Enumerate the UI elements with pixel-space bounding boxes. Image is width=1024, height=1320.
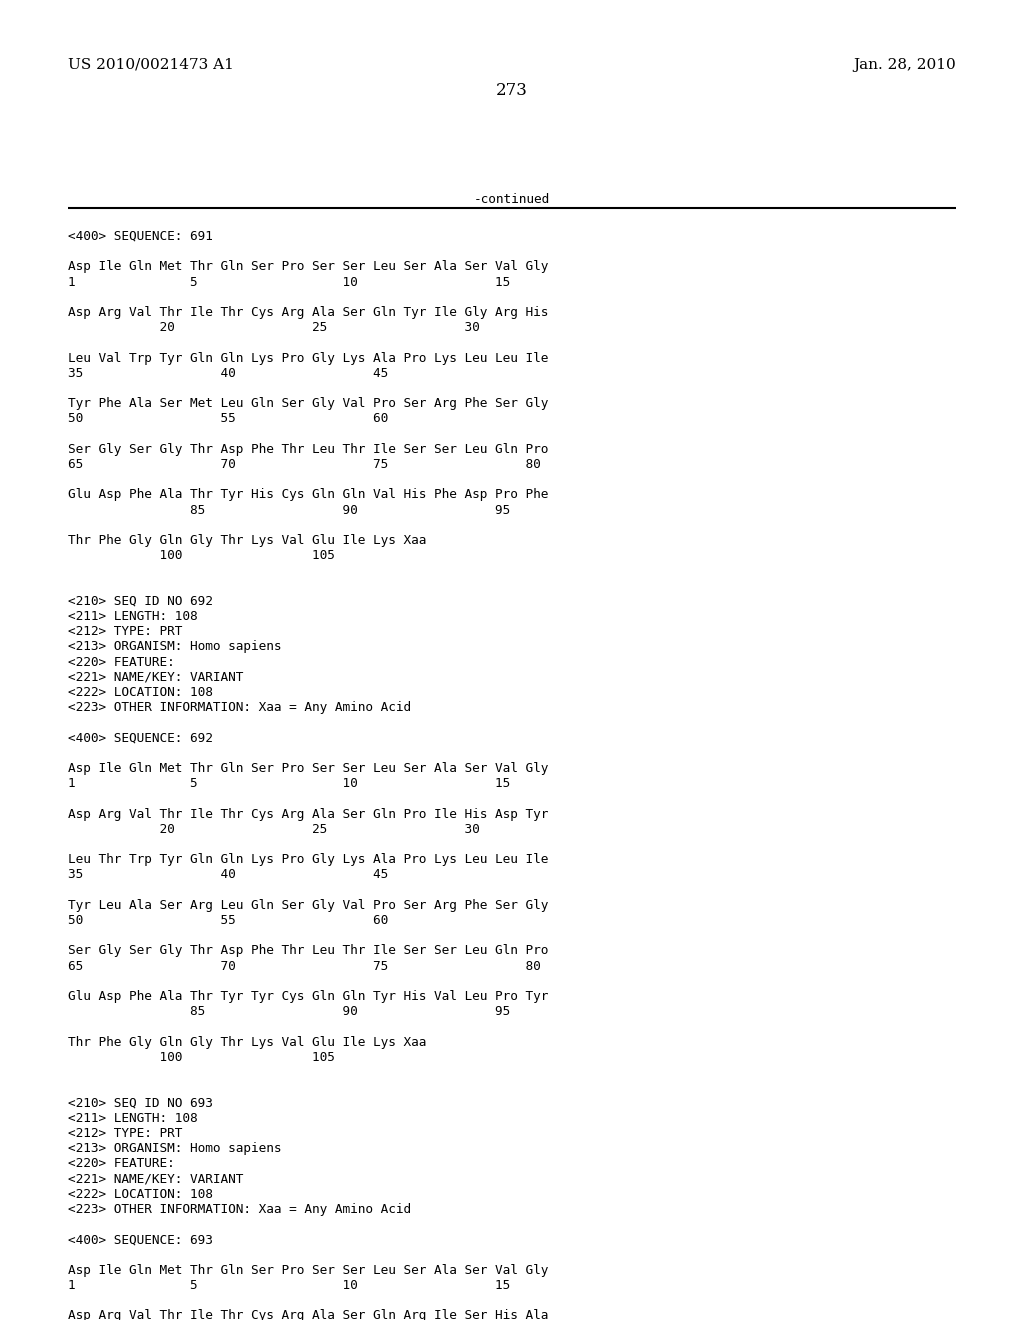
Text: 20                  25                  30: 20 25 30 [68, 822, 480, 836]
Text: Asp Arg Val Thr Ile Thr Cys Arg Ala Ser Gln Tyr Ile Gly Arg His: Asp Arg Val Thr Ile Thr Cys Arg Ala Ser … [68, 306, 549, 319]
Text: <213> ORGANISM: Homo sapiens: <213> ORGANISM: Homo sapiens [68, 640, 282, 653]
Text: 100                 105: 100 105 [68, 1051, 335, 1064]
Text: 65                  70                  75                  80: 65 70 75 80 [68, 458, 541, 471]
Text: Tyr Phe Ala Ser Met Leu Gln Ser Gly Val Pro Ser Arg Phe Ser Gly: Tyr Phe Ala Ser Met Leu Gln Ser Gly Val … [68, 397, 549, 411]
Text: <400> SEQUENCE: 693: <400> SEQUENCE: 693 [68, 1233, 213, 1246]
Text: 35                  40                  45: 35 40 45 [68, 869, 388, 882]
Text: 85                  90                  95: 85 90 95 [68, 1006, 510, 1018]
Text: <210> SEQ ID NO 692: <210> SEQ ID NO 692 [68, 595, 213, 607]
Text: 35                  40                  45: 35 40 45 [68, 367, 388, 380]
Text: 85                  90                  95: 85 90 95 [68, 504, 510, 516]
Text: Tyr Leu Ala Ser Arg Leu Gln Ser Gly Val Pro Ser Arg Phe Ser Gly: Tyr Leu Ala Ser Arg Leu Gln Ser Gly Val … [68, 899, 549, 912]
Text: Ser Gly Ser Gly Thr Asp Phe Thr Leu Thr Ile Ser Ser Leu Gln Pro: Ser Gly Ser Gly Thr Asp Phe Thr Leu Thr … [68, 442, 549, 455]
Text: US 2010/0021473 A1: US 2010/0021473 A1 [68, 58, 233, 73]
Text: <211> LENGTH: 108: <211> LENGTH: 108 [68, 1111, 198, 1125]
Text: Asp Arg Val Thr Ile Thr Cys Arg Ala Ser Gln Pro Ile His Asp Tyr: Asp Arg Val Thr Ile Thr Cys Arg Ala Ser … [68, 808, 549, 821]
Text: <223> OTHER INFORMATION: Xaa = Any Amino Acid: <223> OTHER INFORMATION: Xaa = Any Amino… [68, 1203, 411, 1216]
Text: <220> FEATURE:: <220> FEATURE: [68, 1158, 175, 1171]
Text: Ser Gly Ser Gly Thr Asp Phe Thr Leu Thr Ile Ser Ser Leu Gln Pro: Ser Gly Ser Gly Thr Asp Phe Thr Leu Thr … [68, 944, 549, 957]
Text: 20                  25                  30: 20 25 30 [68, 321, 480, 334]
Text: Thr Phe Gly Gln Gly Thr Lys Val Glu Ile Lys Xaa: Thr Phe Gly Gln Gly Thr Lys Val Glu Ile … [68, 1036, 426, 1048]
Text: 50                  55                  60: 50 55 60 [68, 412, 388, 425]
Text: <400> SEQUENCE: 691: <400> SEQUENCE: 691 [68, 230, 213, 243]
Text: 1               5                   10                  15: 1 5 10 15 [68, 276, 510, 289]
Text: 1               5                   10                  15: 1 5 10 15 [68, 777, 510, 791]
Text: <221> NAME/KEY: VARIANT: <221> NAME/KEY: VARIANT [68, 671, 244, 684]
Text: <211> LENGTH: 108: <211> LENGTH: 108 [68, 610, 198, 623]
Text: 100                 105: 100 105 [68, 549, 335, 562]
Text: <220> FEATURE:: <220> FEATURE: [68, 656, 175, 669]
Text: Leu Thr Trp Tyr Gln Gln Lys Pro Gly Lys Ala Pro Lys Leu Leu Ile: Leu Thr Trp Tyr Gln Gln Lys Pro Gly Lys … [68, 853, 549, 866]
Text: Jan. 28, 2010: Jan. 28, 2010 [853, 58, 956, 73]
Text: 65                  70                  75                  80: 65 70 75 80 [68, 960, 541, 973]
Text: Asp Ile Gln Met Thr Gln Ser Pro Ser Ser Leu Ser Ala Ser Val Gly: Asp Ile Gln Met Thr Gln Ser Pro Ser Ser … [68, 762, 549, 775]
Text: Thr Phe Gly Gln Gly Thr Lys Val Glu Ile Lys Xaa: Thr Phe Gly Gln Gly Thr Lys Val Glu Ile … [68, 535, 426, 546]
Text: Glu Asp Phe Ala Thr Tyr His Cys Gln Gln Val His Phe Asp Pro Phe: Glu Asp Phe Ala Thr Tyr His Cys Gln Gln … [68, 488, 549, 502]
Text: Glu Asp Phe Ala Thr Tyr Tyr Cys Gln Gln Tyr His Val Leu Pro Tyr: Glu Asp Phe Ala Thr Tyr Tyr Cys Gln Gln … [68, 990, 549, 1003]
Text: Leu Val Trp Tyr Gln Gln Lys Pro Gly Lys Ala Pro Lys Leu Leu Ile: Leu Val Trp Tyr Gln Gln Lys Pro Gly Lys … [68, 351, 549, 364]
Text: Asp Ile Gln Met Thr Gln Ser Pro Ser Ser Leu Ser Ala Ser Val Gly: Asp Ile Gln Met Thr Gln Ser Pro Ser Ser … [68, 260, 549, 273]
Text: <221> NAME/KEY: VARIANT: <221> NAME/KEY: VARIANT [68, 1172, 244, 1185]
Text: -continued: -continued [474, 193, 550, 206]
Text: 273: 273 [496, 82, 528, 99]
Text: <213> ORGANISM: Homo sapiens: <213> ORGANISM: Homo sapiens [68, 1142, 282, 1155]
Text: <212> TYPE: PRT: <212> TYPE: PRT [68, 1127, 182, 1139]
Text: <212> TYPE: PRT: <212> TYPE: PRT [68, 626, 182, 638]
Text: <210> SEQ ID NO 693: <210> SEQ ID NO 693 [68, 1097, 213, 1109]
Text: 50                  55                  60: 50 55 60 [68, 913, 388, 927]
Text: 1               5                   10                  15: 1 5 10 15 [68, 1279, 510, 1292]
Text: <400> SEQUENCE: 692: <400> SEQUENCE: 692 [68, 731, 213, 744]
Text: <223> OTHER INFORMATION: Xaa = Any Amino Acid: <223> OTHER INFORMATION: Xaa = Any Amino… [68, 701, 411, 714]
Text: Asp Arg Val Thr Ile Thr Cys Arg Ala Ser Gln Arg Ile Ser His Ala: Asp Arg Val Thr Ile Thr Cys Arg Ala Ser … [68, 1309, 549, 1320]
Text: <222> LOCATION: 108: <222> LOCATION: 108 [68, 686, 213, 700]
Text: <222> LOCATION: 108: <222> LOCATION: 108 [68, 1188, 213, 1201]
Text: Asp Ile Gln Met Thr Gln Ser Pro Ser Ser Leu Ser Ala Ser Val Gly: Asp Ile Gln Met Thr Gln Ser Pro Ser Ser … [68, 1263, 549, 1276]
